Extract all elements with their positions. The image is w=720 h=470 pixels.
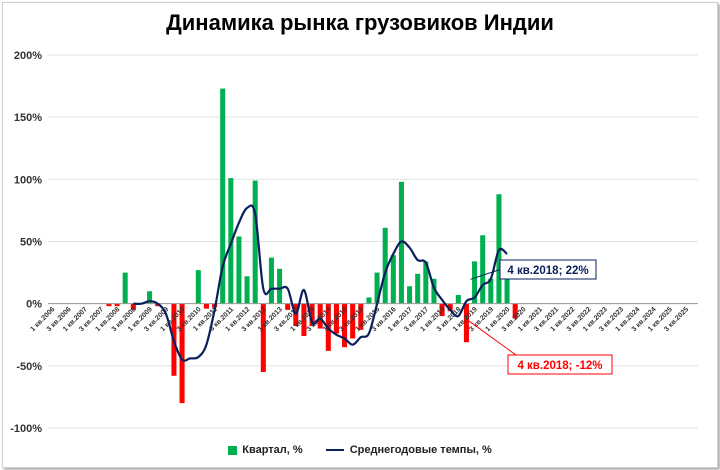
bar xyxy=(301,303,307,336)
legend-item-line: Среднегодовые темпы, % xyxy=(325,444,492,457)
bar xyxy=(244,276,250,304)
y-tick-label: 150% xyxy=(14,112,42,124)
bar xyxy=(122,272,128,304)
bar xyxy=(333,303,339,334)
bar xyxy=(130,303,136,310)
bar xyxy=(147,291,153,304)
annotation-box-line xyxy=(499,259,597,280)
bar xyxy=(439,303,445,317)
chart-title: Динамика рынка грузовиков Индии xyxy=(166,10,554,35)
bar-series xyxy=(106,88,518,404)
legend: Квартал, % Среднегодовые темпы, % xyxy=(0,444,720,456)
annotation-leader-line xyxy=(470,269,501,280)
bar xyxy=(195,270,201,304)
y-tick-label: 50% xyxy=(20,237,42,249)
annotation-box-bar xyxy=(507,354,613,375)
bar xyxy=(415,273,421,304)
y-tick-label: 200% xyxy=(14,50,42,62)
bar xyxy=(447,303,453,312)
bar xyxy=(390,255,396,304)
bar xyxy=(423,261,429,304)
bar xyxy=(455,294,461,304)
bar xyxy=(398,181,404,304)
annotation-line-label: 4 кв.2018; 22% xyxy=(507,265,588,277)
bar xyxy=(463,303,469,343)
bar xyxy=(309,303,315,327)
line-series xyxy=(133,204,508,362)
bar xyxy=(285,303,291,310)
y-tick-label: 100% xyxy=(14,174,42,186)
bar xyxy=(277,268,283,304)
bar xyxy=(366,297,372,304)
bar xyxy=(252,180,258,304)
bar xyxy=(374,272,380,304)
bar xyxy=(431,278,437,304)
annotations: 4 кв.2018; 22% 4 кв.2018; -12% xyxy=(468,259,613,375)
bar xyxy=(350,303,356,339)
legend-bar-label: Квартал, % xyxy=(242,444,303,457)
y-axis-ticks: -100% -50% 0% 50% 100% 150% 200% xyxy=(10,50,42,435)
bar xyxy=(268,257,274,304)
bar xyxy=(382,227,388,304)
legend-item-bars: Квартал, % xyxy=(228,444,303,457)
bar xyxy=(293,303,299,327)
legend-bar-swatch xyxy=(228,445,238,455)
y-tick-label: -100% xyxy=(10,423,42,435)
bar xyxy=(407,286,413,304)
legend-line-label: Среднегодовые темпы, % xyxy=(349,444,492,457)
bar xyxy=(342,303,348,348)
bar xyxy=(480,235,486,304)
annotation-bar-label: 4 кв.2018; -12% xyxy=(517,360,602,372)
y-tick-label: 0% xyxy=(26,299,42,311)
y-tick-label: -50% xyxy=(16,361,42,373)
bar xyxy=(114,303,120,307)
bar xyxy=(358,303,364,330)
bar xyxy=(179,303,185,404)
bar xyxy=(220,88,226,304)
bar xyxy=(472,261,478,304)
bar xyxy=(106,303,112,307)
bar xyxy=(512,303,518,319)
bar xyxy=(260,303,266,373)
legend-line-swatch xyxy=(325,449,344,452)
bar xyxy=(203,303,209,309)
bar xyxy=(504,273,510,304)
bar xyxy=(488,278,494,304)
bar xyxy=(317,303,323,329)
series-line xyxy=(133,204,508,362)
bar xyxy=(236,236,242,304)
annotation-leader-bar xyxy=(468,320,517,356)
